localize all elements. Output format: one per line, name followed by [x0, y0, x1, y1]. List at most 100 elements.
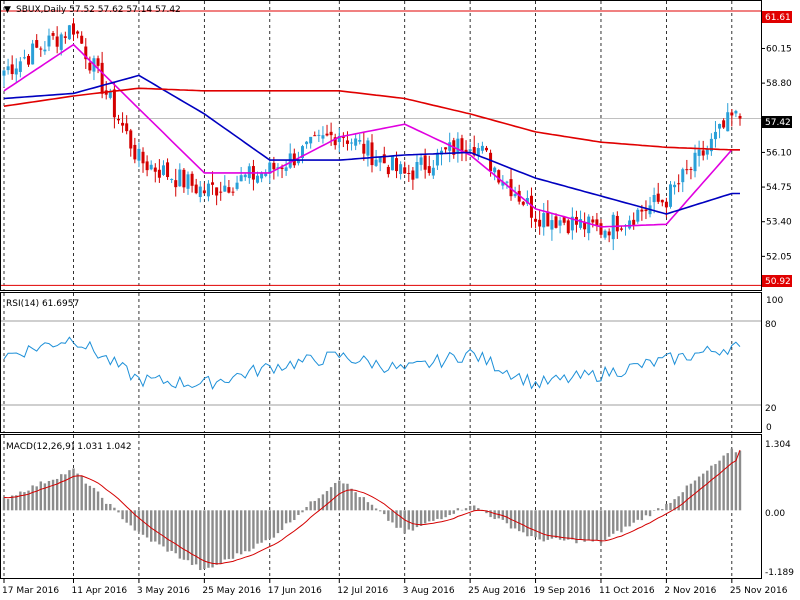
- macd-bar: [166, 510, 169, 552]
- macd-bar: [587, 510, 590, 541]
- time-tick-label: 17 Jun 2016: [268, 586, 322, 596]
- candle-body: [88, 62, 92, 71]
- candle-body: [664, 201, 668, 208]
- macd-bar: [546, 510, 550, 540]
- candle-body: [55, 36, 59, 47]
- macd-bar: [121, 510, 124, 520]
- macd-bar: [624, 510, 627, 527]
- macd-bar: [612, 510, 615, 534]
- candle-body: [211, 182, 215, 185]
- candle-body: [31, 43, 35, 65]
- candle-body: [59, 34, 63, 50]
- macd-bar: [616, 510, 619, 531]
- candle-body: [415, 162, 419, 179]
- macd-bar: [460, 509, 464, 511]
- macd-bar: [522, 510, 525, 533]
- macd-bar: [562, 510, 566, 541]
- candle-body: [554, 216, 558, 228]
- candle-body: [546, 211, 550, 227]
- macd-bar: [534, 510, 537, 538]
- macd-bar: [141, 510, 145, 535]
- ma-fast-line: [3, 43, 740, 228]
- macd-bar: [436, 510, 439, 519]
- candle-body: [632, 219, 636, 225]
- macd-bar: [636, 510, 639, 520]
- macd-bar: [738, 450, 742, 511]
- candle-body: [673, 184, 677, 188]
- candle-body: [260, 173, 264, 179]
- candle-body: [161, 165, 165, 175]
- macd-bar: [530, 510, 533, 537]
- macd-bar: [264, 510, 267, 541]
- macd-bar: [289, 510, 292, 523]
- macd-bar: [448, 510, 451, 516]
- candle-body: [333, 137, 337, 146]
- candle-body: [329, 131, 333, 136]
- candle-body: [444, 147, 448, 150]
- candle-body: [337, 135, 341, 143]
- macd-bar: [178, 510, 182, 559]
- macd-bar: [113, 507, 116, 511]
- candle-body: [726, 112, 730, 132]
- macd-bar: [43, 483, 47, 511]
- candle-body: [656, 193, 660, 202]
- candle-body: [579, 219, 583, 228]
- candle-body: [427, 166, 431, 174]
- candle-body: [386, 166, 390, 175]
- macd-bar: [440, 510, 443, 520]
- macd-bar: [325, 491, 329, 511]
- macd-bar: [718, 460, 721, 511]
- macd-bar: [726, 453, 729, 511]
- candle-body: [309, 136, 313, 144]
- macd-bar: [628, 510, 631, 527]
- svg-text:61.61: 61.61: [765, 13, 791, 23]
- macd-bar: [235, 510, 239, 554]
- macd-bar: [358, 497, 361, 511]
- candle-body: [366, 140, 370, 156]
- candle-body: [272, 162, 276, 170]
- candle-body: [80, 35, 84, 44]
- price-axis: 60.15 58.80 56.10 54.75 53.40 52.05: [761, 44, 792, 262]
- candle-body: [566, 220, 570, 234]
- candle-body: [718, 123, 722, 129]
- rsi-panel[interactable]: [1, 320, 761, 406]
- candle-body: [67, 25, 71, 40]
- macd-bar: [423, 510, 427, 524]
- macd-panel[interactable]: [2, 448, 742, 571]
- macd-bar: [199, 510, 202, 571]
- price-panel[interactable]: [1, 10, 761, 286]
- macd-bar: [31, 485, 34, 511]
- candle-body: [677, 183, 681, 185]
- candle-body: [505, 181, 509, 183]
- candle-body: [227, 187, 231, 193]
- macd-bar: [329, 487, 333, 511]
- candle-body: [595, 219, 599, 226]
- candle-body: [27, 55, 31, 65]
- price-tick-label: 60.15: [766, 44, 792, 54]
- candle-body: [206, 183, 210, 197]
- time-tick-label: 25 Nov 2016: [730, 586, 788, 596]
- macd-bar: [452, 510, 455, 514]
- candle-body: [300, 146, 304, 159]
- candle-body: [399, 164, 403, 175]
- chevron-down-icon[interactable]: ▼: [4, 5, 11, 15]
- candle-body: [76, 31, 80, 34]
- candle-body: [182, 169, 186, 188]
- candle-body: [149, 164, 153, 170]
- candle-body: [583, 221, 587, 230]
- candle-body: [456, 138, 460, 154]
- macd-bar: [685, 485, 689, 511]
- macd-bar: [579, 510, 582, 540]
- candle-body: [390, 156, 394, 171]
- candle-body: [615, 215, 619, 232]
- macd-bar: [342, 483, 345, 511]
- price-tick-label: 52.05: [766, 252, 792, 262]
- macd-bar: [248, 510, 251, 552]
- candle-body: [705, 148, 709, 155]
- candle-body: [223, 185, 227, 192]
- time-tick-label: 25 Aug 2016: [468, 586, 526, 596]
- candle-body: [460, 138, 464, 152]
- candle-body: [603, 230, 607, 238]
- candle-body: [697, 149, 701, 156]
- macd-bar: [554, 510, 558, 538]
